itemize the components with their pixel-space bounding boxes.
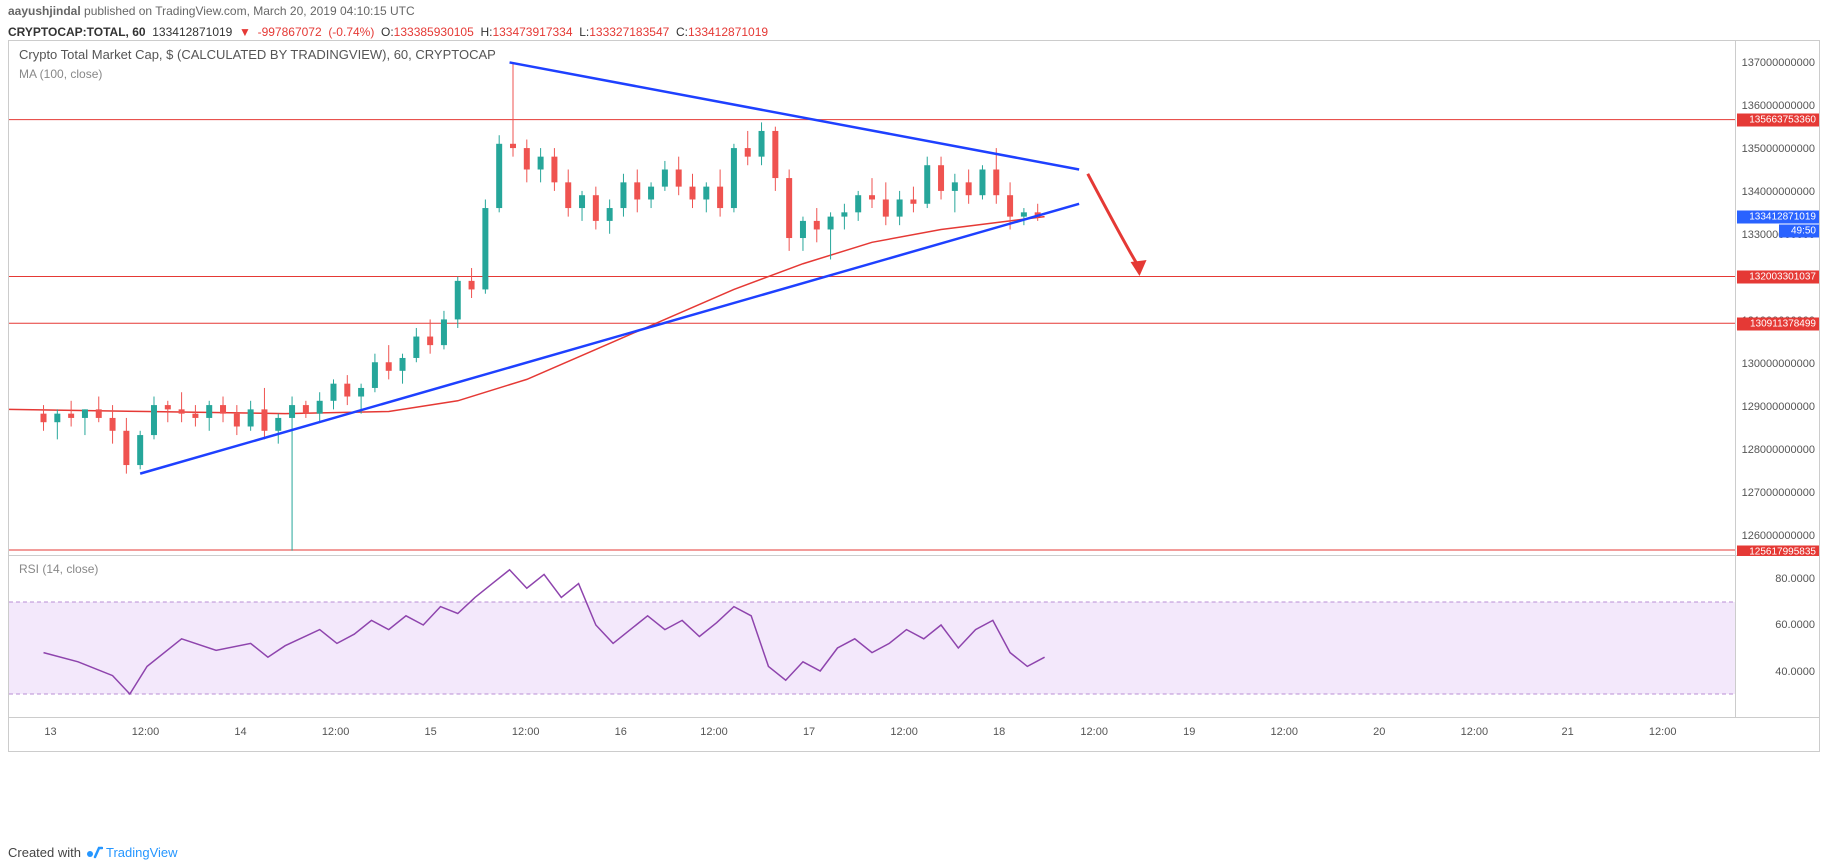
candle-area[interactable] [9,41,1735,555]
rsi-title: RSI (14, close) [19,562,98,576]
brand-name: TradingView [106,845,178,860]
price-axis: 1370000000001360000000001350000000001340… [1735,41,1819,555]
ticker-close: 133412871019 [688,25,768,39]
publish-date: published on TradingView.com, March 20, … [81,4,415,18]
author-name: aayushjindal [8,4,81,18]
rsi-svg [9,556,1735,717]
publish-header: aayushjindal published on TradingView.co… [0,0,1828,22]
tradingview-logo-icon [85,845,103,862]
ticker-last: 133412871019 [152,25,232,39]
price-svg [9,41,1735,555]
rsi-chart[interactable]: RSI (14, close) 80.000060.000040.0000 [8,556,1820,718]
time-axis: 1312:001412:001512:001612:001712:001812:… [8,718,1820,752]
footer: Created with TradingView [8,845,178,862]
ticker-change: -997867072 [258,25,322,39]
rsi-area[interactable] [9,556,1735,717]
ticker-low: 133327183547 [589,25,669,39]
price-chart[interactable]: Crypto Total Market Cap, $ (CALCULATED B… [8,40,1820,556]
ticker-change-pct: (-0.74%) [328,25,374,39]
ticker-high: 133473917334 [492,25,572,39]
ticker-open: 133385930105 [394,25,474,39]
ticker-symbol: CRYPTOCAP:TOTAL, 60 [8,25,146,39]
chart-title: Crypto Total Market Cap, $ (CALCULATED B… [19,47,496,62]
rsi-axis: 80.000060.000040.0000 [1735,556,1819,717]
ma-label: MA (100, close) [19,67,102,81]
ticker-bar: CRYPTOCAP:TOTAL, 60 133412871019 ▼ -9978… [0,22,1828,42]
